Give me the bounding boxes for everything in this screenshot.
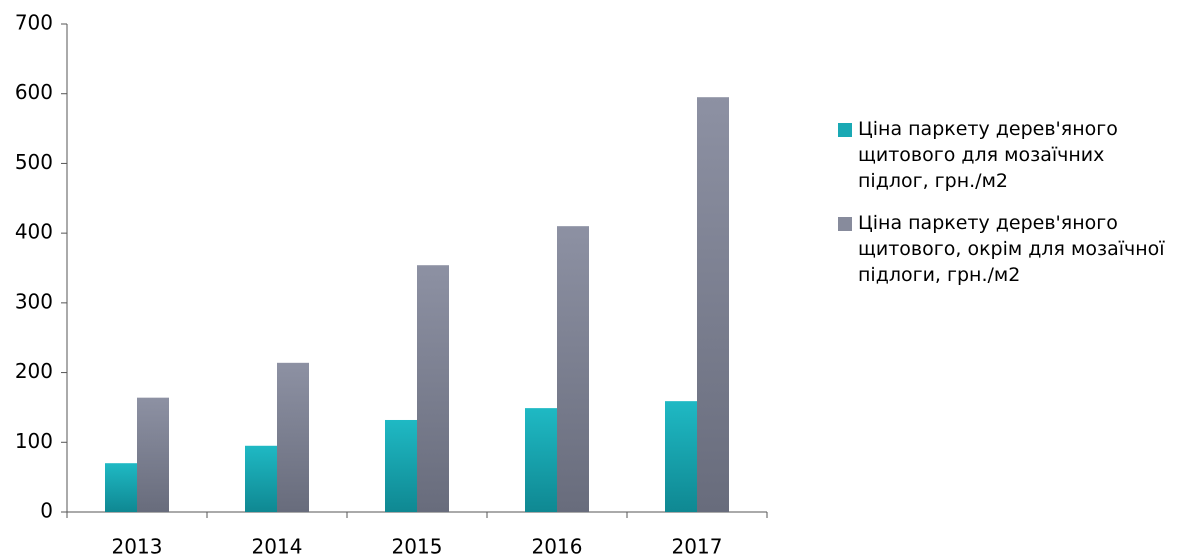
- x-tick-label: 2014: [252, 535, 303, 558]
- legend: Ціна паркету дерев'яного щитового для мо…: [838, 116, 1178, 304]
- bar: [557, 226, 589, 512]
- legend-swatch: [838, 123, 852, 137]
- y-tick-label: 300: [15, 289, 53, 313]
- bar: [385, 419, 417, 512]
- x-tick-label: 2015: [392, 535, 443, 558]
- legend-item: Ціна паркету дерев'яного щитового, окрім…: [838, 210, 1178, 288]
- bar: [137, 397, 169, 512]
- x-tick-label: 2017: [672, 535, 723, 558]
- x-tick-label: 2013: [112, 535, 163, 558]
- bar: [525, 408, 557, 512]
- y-tick-label: 400: [15, 220, 53, 244]
- legend-label: Ціна паркету дерев'яного щитового для мо…: [858, 118, 1118, 192]
- y-tick-label: 0: [40, 499, 53, 523]
- bar: [245, 445, 277, 512]
- y-tick-label: 200: [15, 359, 53, 383]
- bar: [105, 463, 137, 512]
- y-tick-label: 100: [15, 429, 53, 453]
- bar: [665, 401, 697, 512]
- legend-swatch: [838, 217, 852, 231]
- bar: [417, 265, 449, 512]
- y-tick-label: 700: [15, 11, 53, 35]
- y-tick-label: 600: [15, 80, 53, 104]
- x-tick-label: 2016: [532, 535, 583, 558]
- legend-label: Ціна паркету дерев'яного щитового, окрім…: [858, 212, 1165, 286]
- y-tick-label: 500: [15, 150, 53, 174]
- bar: [697, 97, 729, 512]
- bar: [277, 362, 309, 512]
- legend-item: Ціна паркету дерев'яного щитового для мо…: [838, 116, 1178, 194]
